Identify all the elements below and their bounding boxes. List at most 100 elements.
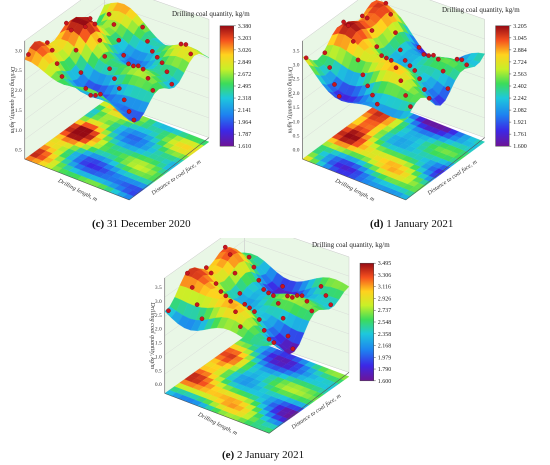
data-point — [88, 92, 93, 98]
caption-c: (c) 31 December 2020 — [92, 218, 191, 230]
colorbar-tick-label: 2.849 — [238, 60, 252, 66]
grid-line — [244, 240, 350, 277]
grid-line — [381, 2, 485, 40]
data-point — [59, 74, 65, 79]
chart-panel-e: 0.0 0.5 1.0 1.5 2.0 2.5 3.0 3.5 Drilling coal qu… — [140, 238, 415, 448]
axis-x-edge — [302, 158, 406, 201]
data-point — [107, 66, 112, 72]
data-point — [188, 51, 194, 57]
data-point — [45, 40, 50, 45]
z-tick-label: 2.5 — [293, 77, 300, 83]
data-point — [336, 94, 342, 99]
chart-svg: 0.5 1.0 1.5 2.0 2.5 3.0 Drilling coal quantity… — [9, 0, 252, 203]
colorbar-tick-label: 1.979 — [378, 355, 392, 361]
data-point — [189, 285, 195, 290]
data-point — [116, 37, 122, 43]
data-point — [285, 333, 291, 339]
z-tick-label: 3.0 — [15, 48, 22, 54]
caption-e: (e) 2 January 2021 — [222, 449, 304, 461]
data-point — [364, 15, 370, 21]
data-point — [323, 293, 329, 298]
z-tick-label: 3.5 — [155, 285, 162, 291]
data-point — [388, 12, 393, 17]
data-point — [117, 86, 122, 91]
data-point — [135, 63, 141, 69]
data-point — [369, 28, 375, 33]
data-point — [98, 91, 103, 97]
data-point — [112, 76, 117, 81]
z-tick-label: 1.0 — [293, 119, 300, 125]
z-tick-label: 1.0 — [155, 354, 162, 360]
data-point — [261, 287, 266, 292]
data-point — [252, 309, 257, 314]
data-point — [93, 93, 98, 98]
colorbar-title-d: Drilling coal quantity, kg/m — [442, 6, 520, 14]
colorbar-tick-label: 2.141 — [238, 108, 252, 114]
data-point — [145, 39, 150, 44]
chart-panel-d: 0.0 0.5 1.0 1.5 2.0 2.5 3.0 3.5 Drilling coal qu… — [278, 0, 550, 215]
data-point — [280, 284, 285, 289]
colorbar — [495, 25, 510, 147]
data-point — [379, 53, 384, 58]
data-point — [393, 65, 399, 71]
data-point — [218, 289, 224, 294]
data-point — [102, 54, 108, 59]
colorbar-tick-label: 1.790 — [378, 367, 392, 373]
data-point — [271, 293, 276, 298]
data-point — [407, 63, 413, 68]
data-point — [150, 88, 156, 93]
colorbar-tick-label: 3.380 — [238, 24, 252, 30]
data-point — [228, 299, 233, 304]
data-point — [261, 328, 267, 333]
data-point — [164, 69, 170, 75]
surface-cell — [122, 115, 135, 123]
caption-letter-d: (d) — [370, 218, 384, 230]
z-tick-label: 0.5 — [15, 148, 22, 154]
data-point — [294, 293, 300, 298]
data-point — [403, 93, 408, 98]
data-point — [398, 47, 403, 53]
caption-letter-c: (c) — [92, 218, 105, 230]
colorbar-tick-label: 2.737 — [378, 308, 392, 314]
data-point — [204, 265, 209, 270]
z-tick-label: 1.5 — [293, 105, 300, 111]
data-point — [97, 38, 103, 43]
data-point — [398, 78, 404, 84]
colorbar-tick-label: 2.242 — [513, 96, 527, 102]
data-point — [154, 54, 160, 60]
data-point — [271, 340, 277, 345]
z-tick-label: 2.5 — [155, 313, 162, 319]
z-tick-label: 3.0 — [155, 299, 162, 305]
caption-text-e: 2 January 2021 — [236, 449, 305, 461]
caption-letter-e: (e) — [222, 449, 235, 461]
z-axis-title: Drilling coal quantity, kg/m — [9, 66, 15, 134]
data-point — [82, 24, 88, 30]
surface-cell — [399, 110, 412, 119]
data-point — [266, 290, 271, 296]
z-tick-label: 2.0 — [293, 91, 300, 97]
z-axis-title: Drilling coal quantity, kg/m — [149, 301, 155, 369]
data-point — [257, 317, 262, 322]
data-point — [454, 56, 460, 62]
colorbar — [219, 25, 234, 147]
data-point — [318, 284, 324, 289]
data-point — [185, 270, 190, 276]
colorbar-title-e: Drilling coal quantity, kg/m — [312, 241, 390, 249]
colorbar-tick-label: 2.402 — [513, 84, 527, 90]
colorbar-title-c: Drilling coal quantity, kg/m — [172, 10, 250, 18]
colorbar-tick-label: 2.926 — [378, 296, 392, 302]
colorbar — [359, 262, 374, 382]
colorbar-tick-label: 3.045 — [513, 36, 527, 42]
data-point — [54, 61, 60, 66]
data-point — [416, 45, 422, 50]
data-point — [238, 324, 243, 329]
z-tick-label: 3.5 — [293, 48, 300, 54]
data-point — [68, 27, 74, 33]
chart-panel-c: 0.5 1.0 1.5 2.0 2.5 3.0 Drilling coal quantity… — [0, 0, 275, 215]
data-point — [374, 44, 380, 49]
data-point — [199, 316, 205, 322]
data-point — [111, 22, 117, 27]
data-point — [459, 57, 465, 63]
data-point — [73, 47, 79, 53]
data-point — [346, 23, 351, 28]
